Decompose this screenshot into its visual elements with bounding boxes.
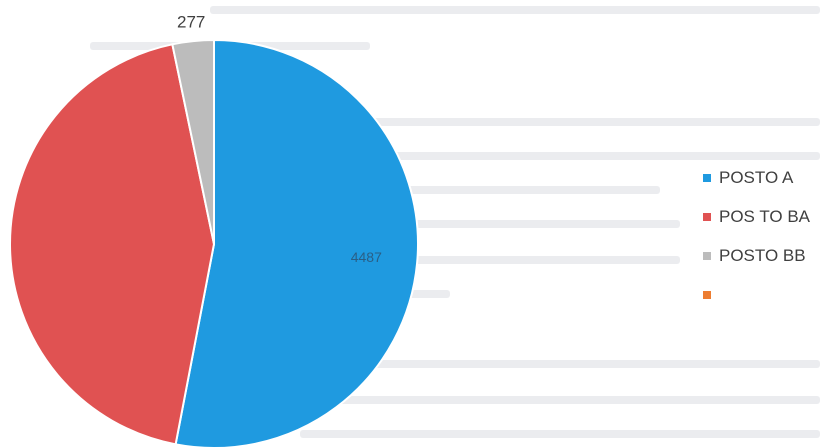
legend-swatch-posto-bb: [703, 252, 711, 260]
legend-label-posto-a: POSTO A: [719, 168, 794, 187]
legend: POSTO A POS TO BA POSTO BB: [703, 168, 810, 305]
legend-swatch-posto-a: [703, 174, 711, 182]
legend-swatch-empty: [703, 291, 711, 299]
pie-data-label-posto-a: 4487: [351, 249, 382, 265]
pie-data-label-posto-bb: 277: [177, 13, 205, 32]
pie-slice-posto-a: [174, 38, 419, 448]
pie-slice-pos-to-ba: [9, 43, 216, 446]
legend-label-posto-bb: POSTO BB: [719, 246, 806, 265]
legend-item-posto-bb: POSTO BB: [703, 246, 810, 266]
legend-item-empty: [703, 285, 810, 305]
legend-item-posto-a: POSTO A: [703, 168, 810, 188]
legend-item-posto-ba: POS TO BA: [703, 207, 810, 227]
legend-swatch-posto-ba: [703, 213, 711, 221]
pie-slice-posto-bb: [171, 38, 215, 245]
legend-label-posto-ba: POS TO BA: [719, 207, 811, 226]
